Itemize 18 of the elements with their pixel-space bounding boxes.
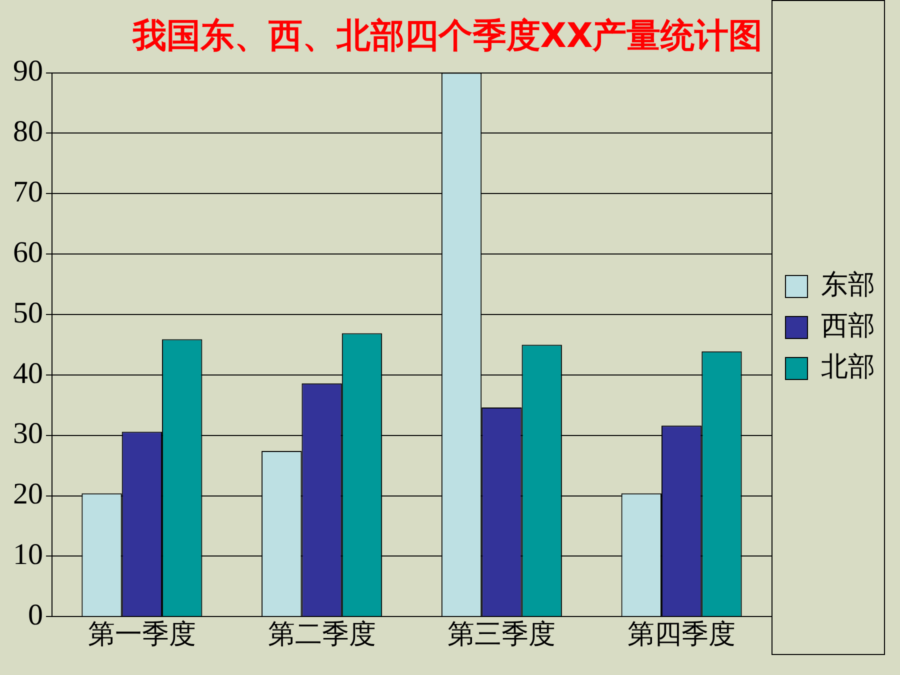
y-tick-label: 30: [13, 417, 43, 450]
y-tick-label: 90: [13, 54, 43, 88]
x-tick-label: 第一季度: [88, 618, 196, 650]
x-tick-label: 第二季度: [268, 618, 376, 650]
legend-label: 北部: [821, 352, 875, 383]
y-tick-label: 10: [13, 538, 43, 572]
legend-label: 东部: [821, 270, 875, 301]
y-tick-label: 80: [13, 115, 43, 148]
y-tick-label: 40: [13, 356, 43, 390]
x-tick-label: 第四季度: [628, 618, 736, 650]
legend-label: 西部: [821, 310, 875, 342]
y-tick-label: 50: [13, 296, 43, 330]
x-tick-label: 第三季度: [448, 618, 556, 650]
y-tick-label: 0: [28, 598, 43, 632]
chart-title: 我国东、西、北部四个季度XX产量统计图: [131, 16, 763, 56]
y-tick-label: 70: [13, 176, 43, 209]
y-tick-label: 60: [13, 236, 43, 269]
y-tick-label: 20: [13, 478, 43, 511]
